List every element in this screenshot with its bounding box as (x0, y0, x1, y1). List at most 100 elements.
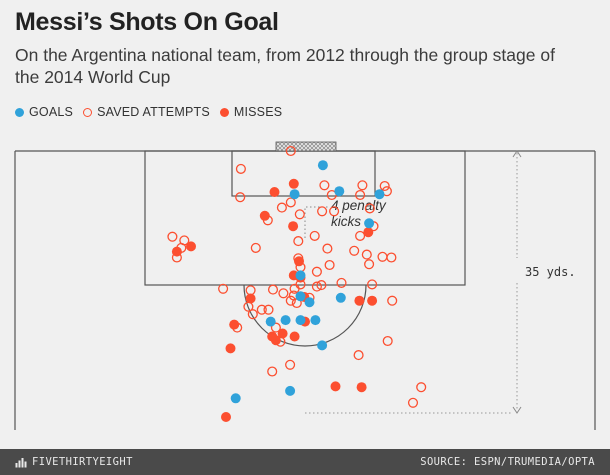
saved-shot-marker (311, 266, 322, 277)
goal-shot-marker (310, 315, 321, 326)
goal-shot-marker (317, 160, 328, 171)
penalty-leader-line (304, 206, 328, 238)
saved-shot-marker (382, 335, 393, 347)
saved-shot-marker (349, 245, 360, 256)
saved-shot-marker (294, 209, 305, 220)
legend-label-goals: GOALS (29, 105, 74, 119)
saved-shot-marker (235, 192, 246, 203)
saved-shot-marker (386, 252, 397, 263)
saved-shot-marker (355, 189, 366, 201)
saved-shot-marker (285, 359, 296, 370)
miss-shot-marker (363, 227, 374, 238)
legend-item-goals: GOALS (15, 105, 73, 119)
saved-shot-marker (364, 259, 375, 270)
goal-shot-marker (285, 385, 296, 396)
saved-shot-marker (235, 163, 246, 174)
goal-shot-marker (304, 297, 315, 308)
saved-shot-marker (285, 295, 296, 306)
saved-shot-marker (285, 145, 296, 157)
miss-shot-marker (186, 241, 196, 252)
penalty-arc (243, 284, 367, 347)
saved-shot-marker (379, 180, 390, 192)
saved-shot-marker (267, 284, 279, 295)
legend-item-misses: MISSES (219, 105, 283, 119)
shot-marks (167, 145, 427, 422)
goal-shot-marker (374, 189, 385, 200)
goal-net (275, 141, 337, 152)
saved-shot-marker (364, 203, 375, 214)
six-yard-box (231, 150, 376, 197)
saved-shot-marker (289, 283, 300, 294)
pitch-lines (14, 150, 596, 430)
saved-shot-marker (276, 202, 287, 213)
miss-shot-marker (288, 178, 299, 189)
miss-shot-marker (277, 328, 288, 339)
saved-marker-icon (83, 107, 93, 117)
miss-shot-marker (354, 295, 365, 306)
goal-shot-marker (295, 315, 306, 326)
penalty-label-line2: kicks (331, 214, 361, 229)
miss-shot-marker (294, 256, 304, 267)
legend: GOALS SAVED ATTEMPTS MISSES (15, 105, 292, 119)
saved-shot-marker (319, 180, 330, 191)
saved-shot-marker (311, 281, 322, 292)
goal-shot-marker (364, 218, 375, 229)
saved-shot-marker (407, 397, 419, 408)
saved-shot-marker (336, 277, 347, 288)
goal-shot-marker (334, 186, 345, 197)
miss-shot-marker (225, 343, 236, 354)
saved-shot-marker (416, 382, 427, 393)
saved-shot-marker (387, 295, 398, 306)
miss-shot-marker (221, 412, 231, 422)
legend-label-saved: SAVED ATTEMPTS (97, 105, 210, 119)
saved-shot-marker (355, 230, 366, 241)
miss-shot-marker (245, 293, 256, 304)
miss-shot-marker (356, 382, 367, 393)
saved-shot-marker (270, 322, 281, 333)
saved-shot-marker (247, 309, 258, 320)
chart-subtitle: On the Argentina national team, from 201… (15, 45, 555, 87)
distance-indicator (305, 150, 522, 414)
pitch-chart: 4 penalty kicks 35 yds. (14, 141, 596, 430)
miss-marker-icon (219, 107, 229, 117)
saved-shot-marker (179, 235, 190, 246)
saved-shot-marker (324, 259, 335, 271)
goal-shot-marker (335, 292, 346, 303)
saved-shot-marker (167, 231, 178, 242)
miss-shot-marker (289, 331, 300, 342)
goal-shot-marker (295, 270, 306, 281)
miss-shot-marker (288, 221, 299, 232)
miss-shot-marker (229, 319, 240, 330)
brand-name: FIVETHIRTYEIGHT (32, 456, 133, 468)
legend-label-misses: MISSES (233, 105, 283, 119)
saved-shot-marker (263, 304, 274, 315)
miss-shot-marker (267, 331, 278, 342)
goal-shot-marker (230, 393, 241, 404)
saved-shot-marker (218, 283, 229, 294)
saved-shot-marker (293, 236, 304, 247)
saved-shot-marker (250, 242, 261, 253)
penalty-label-line1: 4 penalty (331, 198, 387, 213)
miss-shot-marker (259, 210, 270, 221)
saved-shot-marker (285, 197, 296, 208)
miss-shot-marker (367, 295, 378, 306)
legend-item-saved: SAVED ATTEMPTS (83, 105, 210, 119)
goal-shot-marker (295, 291, 306, 302)
saved-shot-marker (317, 206, 328, 217)
saved-shot-marker (278, 288, 289, 299)
saved-shot-marker (256, 304, 267, 315)
footer: FIVETHIRTYEIGHT SOURCE: ESPN/TRUMEDIA/OP… (0, 449, 610, 475)
saved-shot-marker (377, 251, 388, 262)
fivethirtyeight-logo-icon (15, 458, 27, 468)
saved-shot-marker (267, 366, 278, 377)
saved-shot-marker (245, 285, 256, 296)
saved-shot-marker (316, 280, 327, 291)
goal-shot-marker (265, 316, 276, 327)
distance-label: 35 yds. (525, 265, 576, 279)
goal-marker-icon (15, 107, 24, 117)
miss-shot-marker (330, 381, 341, 392)
goal-shot-marker (280, 315, 291, 326)
saved-shot-marker (357, 180, 368, 191)
goal-shot-marker (317, 340, 328, 351)
source-note: SOURCE: ESPN/TRUMEDIA/OPTA (420, 456, 595, 468)
